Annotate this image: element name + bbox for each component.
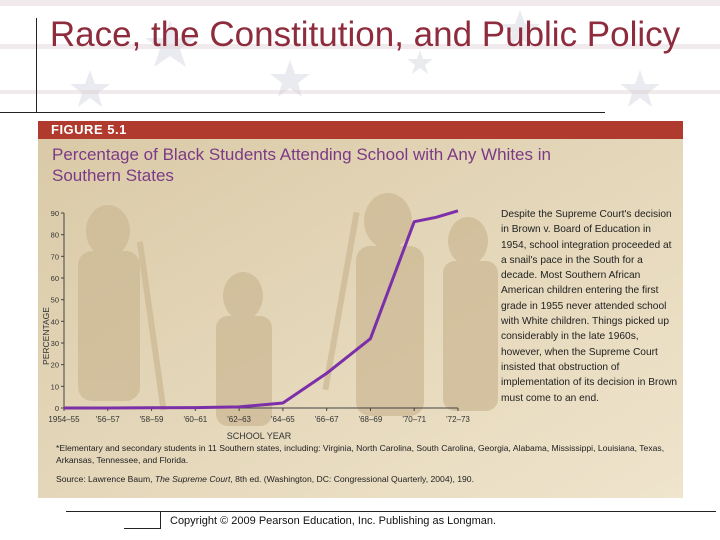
y-tick-label: 30: [51, 339, 59, 348]
copyright-text: Copyright © 2009 Pearson Education, Inc.…: [170, 515, 497, 527]
figure-header-bar: FIGURE 5.1: [38, 121, 683, 139]
y-tick-label: 70: [51, 252, 59, 261]
source-suffix: , 8th ed. (Washington, DC: Congressional…: [230, 474, 474, 484]
title-left-rule: [36, 18, 37, 112]
x-tick-label: '64–65: [271, 415, 295, 424]
figure-footnote: *Elementary and secondary students in 11…: [56, 443, 665, 465]
y-tick-label: 90: [51, 209, 59, 218]
figure-panel: FIGURE 5.1 Percentage of Black Students …: [38, 121, 683, 498]
star-pattern-background: [0, 0, 720, 107]
figure-title: Percentage of Black Students Attending S…: [52, 145, 551, 185]
x-tick-label: '62–63: [227, 415, 251, 424]
footer-rule: [66, 511, 716, 512]
background-photo-soldiers: [38, 121, 683, 498]
x-tick-label: '68–69: [359, 415, 383, 424]
y-axis-label: PERCENTAGE: [41, 307, 51, 365]
y-tick-label: 60: [51, 274, 59, 283]
series-line: [64, 209, 459, 410]
y-tick-label: 10: [51, 382, 59, 391]
footer-box: [124, 511, 161, 529]
slide-title: Race, the Constitution, and Public Polic…: [49, 15, 681, 54]
figure-source: Source: Lawrence Baum, The Supreme Court…: [56, 474, 676, 485]
y-tick-label: 20: [51, 361, 59, 370]
y-tick-label: 50: [51, 296, 59, 305]
y-tick-label: 40: [51, 317, 59, 326]
x-tick-label: '72–73: [446, 415, 470, 424]
figure-annotation: Despite the Supreme Court's decision in …: [501, 209, 678, 404]
x-tick-label: 1954–55: [48, 415, 80, 424]
y-tick-label: 0: [55, 404, 59, 413]
source-prefix: Source: Lawrence Baum,: [56, 474, 155, 484]
y-tick-label: 80: [51, 231, 59, 240]
x-tick-label: '58–59: [140, 415, 164, 424]
x-tick-label: '60–61: [183, 415, 207, 424]
x-axis-label: SCHOOL YEAR: [227, 431, 292, 441]
source-book-title: The Supreme Court: [154, 474, 231, 484]
x-tick-label: '56–57: [96, 415, 120, 424]
x-tick-label: '66–67: [315, 415, 339, 424]
figure-label: FIGURE 5.1: [51, 122, 127, 137]
title-underline: [0, 112, 605, 113]
x-tick-label: '70–71: [402, 415, 426, 424]
line-chart: PERCENTAGE SCHOOL YEAR 0 10 20 30 40 50 60 70 80…: [41, 209, 470, 441]
